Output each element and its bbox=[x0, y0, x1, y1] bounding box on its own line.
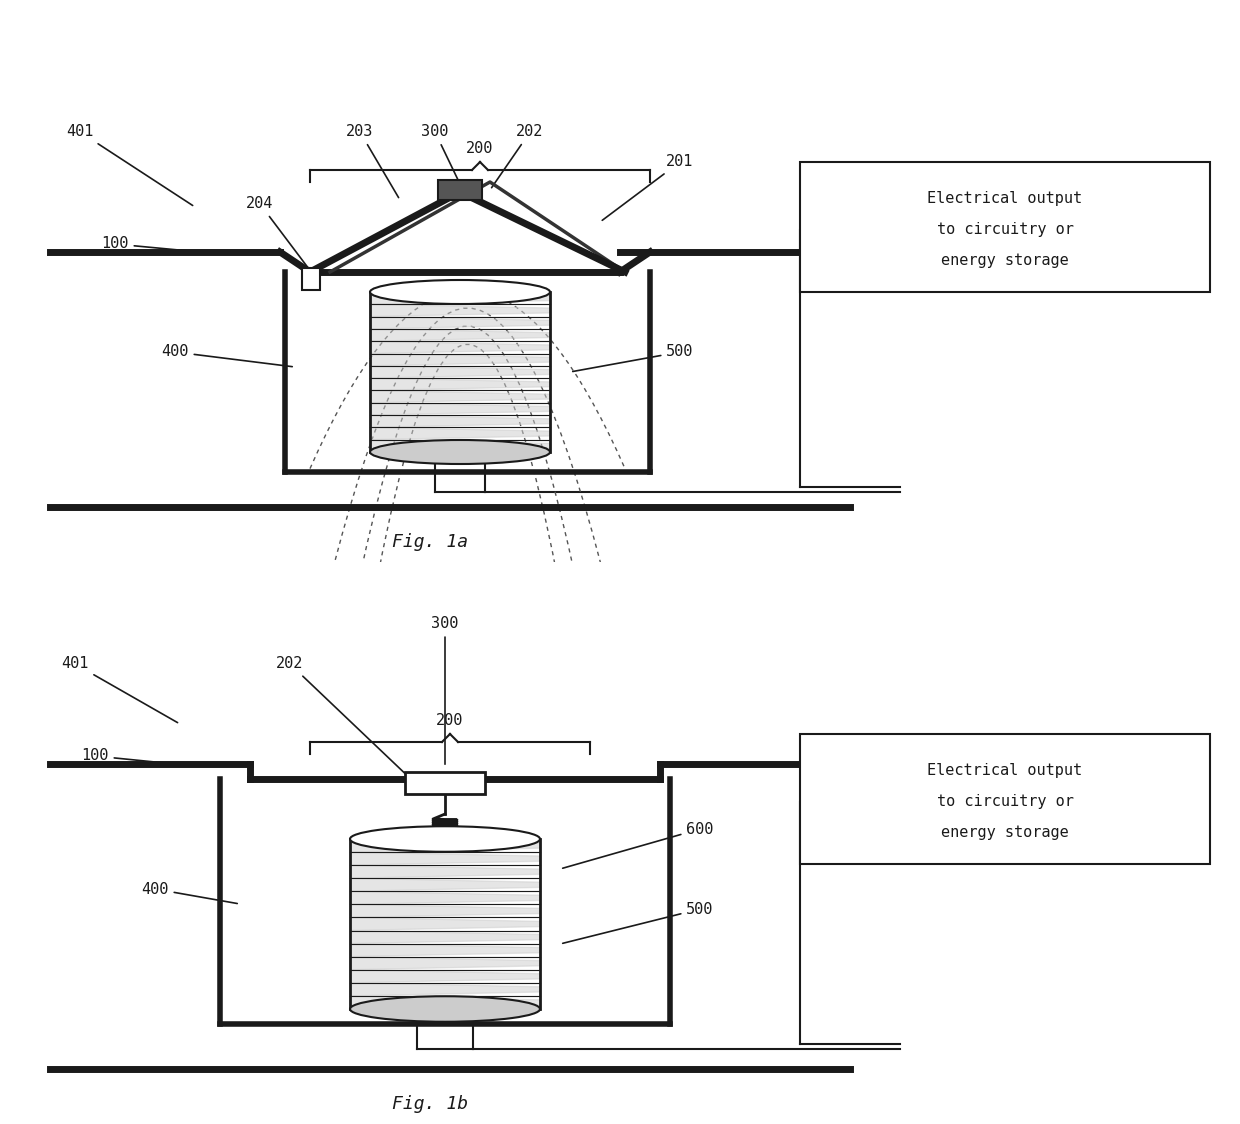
Text: 100: 100 bbox=[82, 749, 172, 763]
Polygon shape bbox=[350, 931, 539, 944]
Polygon shape bbox=[370, 292, 551, 305]
Polygon shape bbox=[370, 305, 551, 317]
Bar bbox=[800, 734, 1210, 864]
Text: 300: 300 bbox=[422, 125, 459, 181]
Polygon shape bbox=[370, 317, 551, 329]
Text: 202: 202 bbox=[491, 125, 543, 188]
Bar bbox=[405, 772, 485, 794]
Text: 400: 400 bbox=[161, 344, 293, 366]
Polygon shape bbox=[350, 839, 539, 852]
Text: 200: 200 bbox=[436, 713, 464, 728]
Polygon shape bbox=[370, 390, 551, 402]
Polygon shape bbox=[350, 970, 539, 982]
Bar bbox=[438, 180, 482, 200]
Polygon shape bbox=[370, 365, 551, 378]
Polygon shape bbox=[350, 878, 539, 891]
Polygon shape bbox=[350, 944, 539, 957]
Text: 203: 203 bbox=[346, 125, 398, 198]
Text: to circuitry or: to circuitry or bbox=[936, 794, 1074, 809]
Polygon shape bbox=[350, 996, 539, 1009]
Polygon shape bbox=[350, 917, 539, 931]
Text: to circuitry or: to circuitry or bbox=[936, 223, 1074, 237]
Text: 204: 204 bbox=[247, 197, 314, 274]
Text: Fig. 1b: Fig. 1b bbox=[392, 1095, 467, 1113]
Text: energy storage: energy storage bbox=[941, 825, 1069, 841]
Text: 500: 500 bbox=[563, 901, 714, 943]
Polygon shape bbox=[370, 415, 551, 427]
Ellipse shape bbox=[370, 439, 551, 464]
Polygon shape bbox=[370, 378, 551, 390]
Text: 500: 500 bbox=[573, 344, 693, 372]
Polygon shape bbox=[350, 982, 539, 996]
Text: 202: 202 bbox=[277, 656, 413, 781]
Polygon shape bbox=[370, 354, 551, 365]
Bar bbox=[800, 162, 1210, 292]
Polygon shape bbox=[350, 905, 539, 917]
Ellipse shape bbox=[370, 280, 551, 303]
Text: 100: 100 bbox=[102, 236, 197, 252]
Polygon shape bbox=[350, 865, 539, 878]
Bar bbox=[350, 839, 539, 1009]
Text: 300: 300 bbox=[432, 616, 459, 764]
Polygon shape bbox=[370, 427, 551, 439]
Bar bbox=[303, 268, 320, 290]
Text: 400: 400 bbox=[141, 881, 237, 904]
Text: Electrical output: Electrical output bbox=[928, 763, 1083, 778]
Ellipse shape bbox=[350, 826, 539, 852]
Polygon shape bbox=[370, 342, 551, 354]
Text: 401: 401 bbox=[66, 125, 192, 206]
Text: Electrical output: Electrical output bbox=[928, 191, 1083, 206]
Polygon shape bbox=[350, 891, 539, 905]
Text: 401: 401 bbox=[61, 656, 177, 723]
Text: energy storage: energy storage bbox=[941, 253, 1069, 269]
Text: 600: 600 bbox=[563, 822, 714, 868]
Polygon shape bbox=[350, 957, 539, 970]
Polygon shape bbox=[350, 852, 539, 865]
Text: 201: 201 bbox=[603, 154, 693, 220]
Polygon shape bbox=[370, 402, 551, 415]
Polygon shape bbox=[370, 329, 551, 342]
Text: Fig. 1a: Fig. 1a bbox=[392, 533, 467, 551]
Text: 200: 200 bbox=[466, 140, 494, 156]
Ellipse shape bbox=[350, 996, 539, 1022]
Polygon shape bbox=[370, 439, 551, 452]
Bar bbox=[370, 292, 551, 452]
